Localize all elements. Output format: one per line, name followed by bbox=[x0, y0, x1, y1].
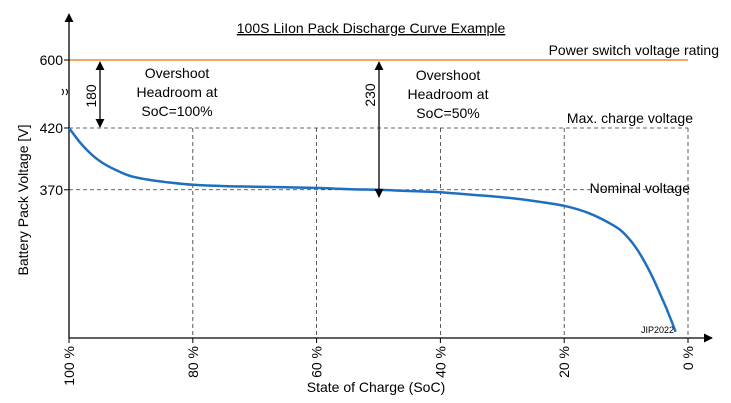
chart-title: 100S LiIon Pack Discharge Curve Example bbox=[237, 20, 506, 36]
annotation-soc50: 230 Overshoot Headroom at SoC=50% bbox=[362, 61, 489, 198]
watermark: JIP2022 bbox=[641, 325, 674, 335]
annotation-soc50-line3: SoC=50% bbox=[416, 105, 479, 121]
ref-label-rating: Power switch voltage rating bbox=[549, 42, 719, 58]
annotation-soc50-line1: Overshoot bbox=[416, 67, 481, 83]
annotation-soc50-line2: Headroom at bbox=[408, 86, 489, 102]
arrow-soc100-value: 180 bbox=[83, 84, 99, 108]
x-tick-labels: 100 % 80 % 60 % 40 % 20 % 0 % bbox=[61, 338, 696, 386]
annotation-soc100-line1: Overshoot bbox=[145, 65, 210, 81]
x-axis-label: State of Charge (SoC) bbox=[307, 379, 446, 395]
y-axis-break-icon bbox=[61, 88, 68, 96]
annotation-soc100: 180 Overshoot Headroom at SoC=100% bbox=[83, 61, 218, 128]
y-tick-label-600: 600 bbox=[40, 52, 64, 68]
discharge-curve-line bbox=[68, 127, 677, 333]
x-tick-label-40: 40 % bbox=[432, 346, 448, 378]
annotation-soc100-line3: SoC=100% bbox=[141, 103, 212, 119]
ref-label-nominal: Nominal voltage bbox=[590, 180, 691, 196]
y-axis-label: Battery Pack Voltage [V] bbox=[15, 125, 31, 276]
x-tick-label-20: 20 % bbox=[556, 346, 572, 378]
y-tick-label-420: 420 bbox=[40, 120, 64, 136]
ref-label-group: Power switch voltage rating Max. charge … bbox=[549, 42, 719, 196]
x-tick-label-80: 80 % bbox=[185, 346, 201, 378]
x-tick-label-100: 100 % bbox=[61, 346, 77, 386]
arrow-soc50-value: 230 bbox=[362, 83, 378, 107]
y-tick-labels: 370 420 600 bbox=[40, 52, 69, 198]
x-tick-label-60: 60 % bbox=[309, 346, 325, 378]
annotation-soc100-line2: Headroom at bbox=[137, 84, 218, 100]
x-tick-label-0: 0 % bbox=[680, 346, 696, 370]
ref-label-max-charge: Max. charge voltage bbox=[567, 110, 693, 126]
y-tick-label-370: 370 bbox=[40, 182, 64, 198]
